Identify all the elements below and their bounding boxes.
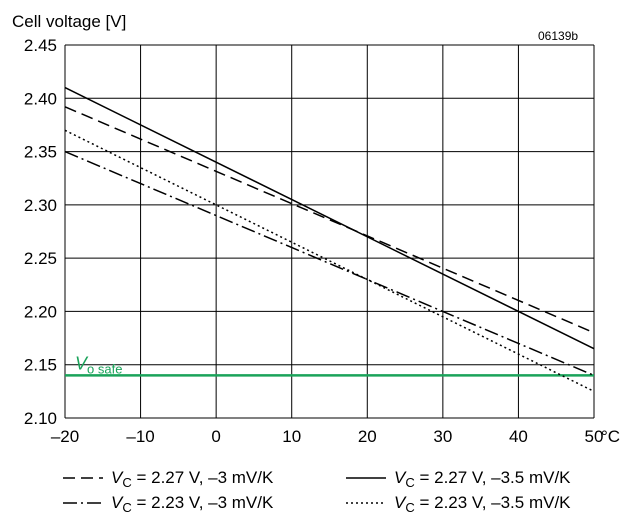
y-tick-label: 2.25 [24, 249, 57, 268]
figure-code: 06139b [538, 29, 578, 43]
tick-labels: –20 –10 0 10 20 30 40 50°C 2.10 2.15 2.20 2.25 2.30 2… [24, 36, 620, 446]
series-line-1 [64, 106, 595, 334]
x-axis-unit: °C [601, 427, 620, 446]
x-tick-label: 10 [282, 427, 301, 446]
y-tick-label: 2.10 [24, 409, 57, 428]
y-tick-label: 2.20 [24, 302, 57, 321]
x-tick-label: 40 [509, 427, 528, 446]
y-tick-label: 2.30 [24, 196, 57, 215]
legend-label-2: VC = 2.27 V, –3.5 mV/K [394, 468, 571, 490]
x-tick-label: –20 [51, 427, 79, 446]
series-line-3 [64, 150, 595, 377]
x-tick-label: 20 [358, 427, 377, 446]
y-tick-label: 2.35 [24, 143, 57, 162]
x-tick-label: 30 [433, 427, 452, 446]
legend-label-1: VC = 2.27 V, –3 mV/K [111, 468, 274, 490]
legend: VC = 2.27 V, –3 mV/K VC = 2.27 V, –3.5 mV… [63, 468, 571, 515]
x-tick-label: 0 [211, 427, 220, 446]
series-group [64, 86, 595, 393]
vo-safe-label: Vo safe [75, 353, 122, 376]
y-tick-label: 2.15 [24, 356, 57, 375]
grid [64, 44, 595, 419]
series-line-2 [64, 86, 595, 350]
y-axis-label: Cell voltage [V] [12, 12, 126, 31]
series-line-4 [64, 129, 595, 393]
y-tick-label: 2.40 [24, 89, 57, 108]
x-tick-label: 50 [585, 427, 604, 446]
reference-line-group: Vo safe [65, 353, 594, 377]
x-tick-label: –10 [126, 427, 154, 446]
legend-label-3: VC = 2.23 V, –3 mV/K [111, 493, 274, 515]
legend-label-4: VC = 2.23 V, –3.5 mV/K [394, 493, 571, 515]
y-tick-label: 2.45 [24, 36, 57, 55]
